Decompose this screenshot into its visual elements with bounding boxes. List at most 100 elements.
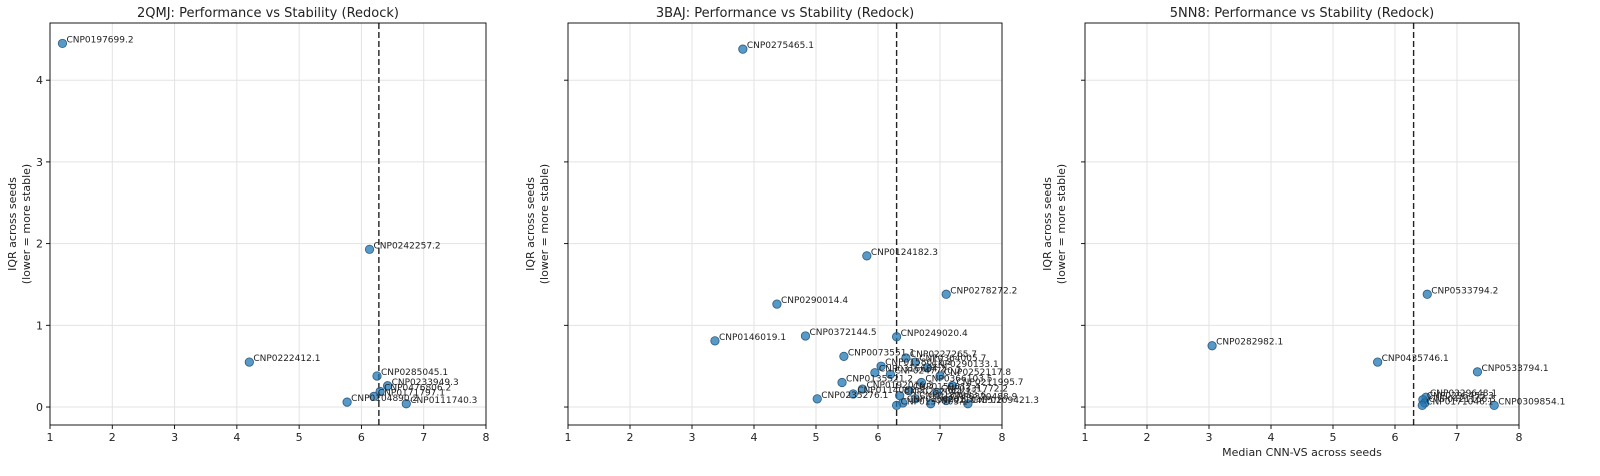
data-point <box>364 244 375 254</box>
y-tick-label: 0 <box>36 401 43 414</box>
x-tick-label: 4 <box>751 431 758 444</box>
x-tick-label: 6 <box>875 431 882 444</box>
data-point <box>1422 289 1432 299</box>
point-label: CNP0233949.3 <box>392 378 459 388</box>
x-tick-label: 8 <box>999 431 1006 444</box>
data-point <box>870 368 880 378</box>
y-axis-sublabel: (lower = more stable) <box>538 164 551 284</box>
x-tick-label: 2 <box>1144 431 1151 444</box>
point-label: CNP0111740.3 <box>410 396 477 406</box>
point-label: CNP0222412.1 <box>253 354 320 364</box>
scatter-panel-2qmj: CNP0197699.2 CNP0242257.2 CNP0222412.1 CNP0… <box>6 6 490 444</box>
x-tick-label: 1 <box>47 431 54 444</box>
point-label: CNP0290133.1 <box>932 360 999 370</box>
axes-frame <box>567 22 1003 426</box>
scatter-panel-3baj: CNP0275465.1 CNP0124182.3 CNP0278272.2 CNP0… <box>524 6 1039 444</box>
point-label: CNP0159012.4 <box>913 383 980 393</box>
data-point <box>857 384 868 394</box>
point-label: CNP0242257.2 <box>374 241 441 251</box>
point-label: CNP0197699.2 <box>66 35 133 45</box>
x-tick-label: 4 <box>233 431 240 444</box>
x-tick-label: 5 <box>1330 431 1337 444</box>
data-point <box>342 397 352 407</box>
point-label: CNP0275465.1 <box>747 41 814 51</box>
point-label: CNP0533794.2 <box>1431 286 1498 296</box>
data-point <box>885 369 896 379</box>
point-label: CNP0366103.5 <box>925 375 992 385</box>
x-tick-label: 3 <box>689 431 696 444</box>
point-label: CNP0158612.3 <box>885 358 952 368</box>
data-point <box>891 400 902 410</box>
x-tick-label: 2 <box>627 431 634 444</box>
point-label: CNP0252044.1 <box>904 388 971 398</box>
scatter-panel-5nn8: CNP0533794.2 CNP0282982.1 CNP0435746.1 CNP0… <box>1041 6 1565 459</box>
x-tick-label: 1 <box>1082 431 1089 444</box>
point-label: CNP0135521.2 <box>846 375 913 385</box>
data-point <box>862 251 872 261</box>
data-point <box>963 399 973 409</box>
point-label: CNP0180933.6 <box>919 391 986 401</box>
data-point <box>922 363 933 373</box>
data-point <box>848 389 858 399</box>
y-axis-sublabel: (lower = more stable) <box>20 164 33 284</box>
y-axis-sublabel: (lower = more stable) <box>1055 164 1068 284</box>
point-label: CNP0316684.2 <box>879 365 946 375</box>
point-label: CNP0435746.1 <box>1382 354 1449 364</box>
x-tick-label: 6 <box>358 431 365 444</box>
point-label: CNP0104890.2 <box>351 394 418 404</box>
point-label: CNP0157703.1 <box>901 397 968 407</box>
chart-title: 3BAJ: Performance vs Stability (Redock) <box>656 6 914 21</box>
point-label: CNP0364005.7 <box>919 354 986 364</box>
data-point <box>812 394 822 404</box>
x-tick-label: 8 <box>1516 431 1523 444</box>
point-label: CNP0109421.3 <box>972 396 1039 406</box>
data-point <box>901 353 911 363</box>
x-tick-label: 6 <box>1392 431 1399 444</box>
point-label: CNP0252117.8 <box>944 368 1011 378</box>
x-tick-label: 5 <box>296 431 303 444</box>
data-point <box>1207 341 1217 351</box>
y-tick-label: 1 <box>36 319 43 332</box>
x-tick-label: 3 <box>171 431 178 444</box>
data-point <box>738 44 748 54</box>
data-point <box>941 289 951 299</box>
data-point <box>369 391 379 402</box>
point-label: CNP0124182.3 <box>871 248 938 258</box>
point-label: CNP0331772.2 <box>941 384 1008 394</box>
point-label: CNP0296453.3 <box>1427 392 1494 402</box>
point-label: CNP0192016.3 <box>867 381 934 391</box>
point-label: CNP0282982.1 <box>1216 338 1283 348</box>
data-point <box>772 299 782 309</box>
y-axis-label: IQR across seeds <box>524 177 537 271</box>
data-point <box>372 371 382 381</box>
point-label: CNP0285045.1 <box>381 368 448 378</box>
data-point <box>947 381 958 391</box>
point-label: CNP0533794.1 <box>1481 364 1548 374</box>
data-point <box>1489 400 1499 410</box>
data-point <box>910 394 920 404</box>
x-tick-label: 8 <box>483 431 490 444</box>
data-point <box>710 336 720 346</box>
point-label: CNP0211995.7 <box>956 378 1023 388</box>
data-point <box>244 357 254 367</box>
point-label: CNP0372144.5 <box>809 328 876 338</box>
point-label: CNP0146019.1 <box>719 333 786 343</box>
point-label: CNP0073551.1 <box>848 348 915 358</box>
point-label: CNP0309854.1 <box>1498 397 1565 407</box>
data-point <box>932 387 942 397</box>
data-point <box>401 399 411 409</box>
x-tick-label: 7 <box>420 431 427 444</box>
point-label: CNP0278272.2 <box>950 286 1017 296</box>
data-point <box>1373 357 1383 367</box>
point-label: CNP0210455.2 <box>935 396 1002 406</box>
data-point <box>800 331 811 341</box>
point-label: CNP0114082.5 <box>857 386 924 396</box>
point-label: CNP0247770.2 <box>894 366 961 376</box>
data-point <box>876 361 886 371</box>
point-label: CNP0227265.7 <box>910 350 977 360</box>
point-label: CNP0320488.9 <box>950 392 1017 402</box>
data-point <box>910 357 920 367</box>
data-point <box>57 38 68 49</box>
point-label: CNP0290014.4 <box>781 296 848 306</box>
y-tick-label: 4 <box>36 74 43 87</box>
